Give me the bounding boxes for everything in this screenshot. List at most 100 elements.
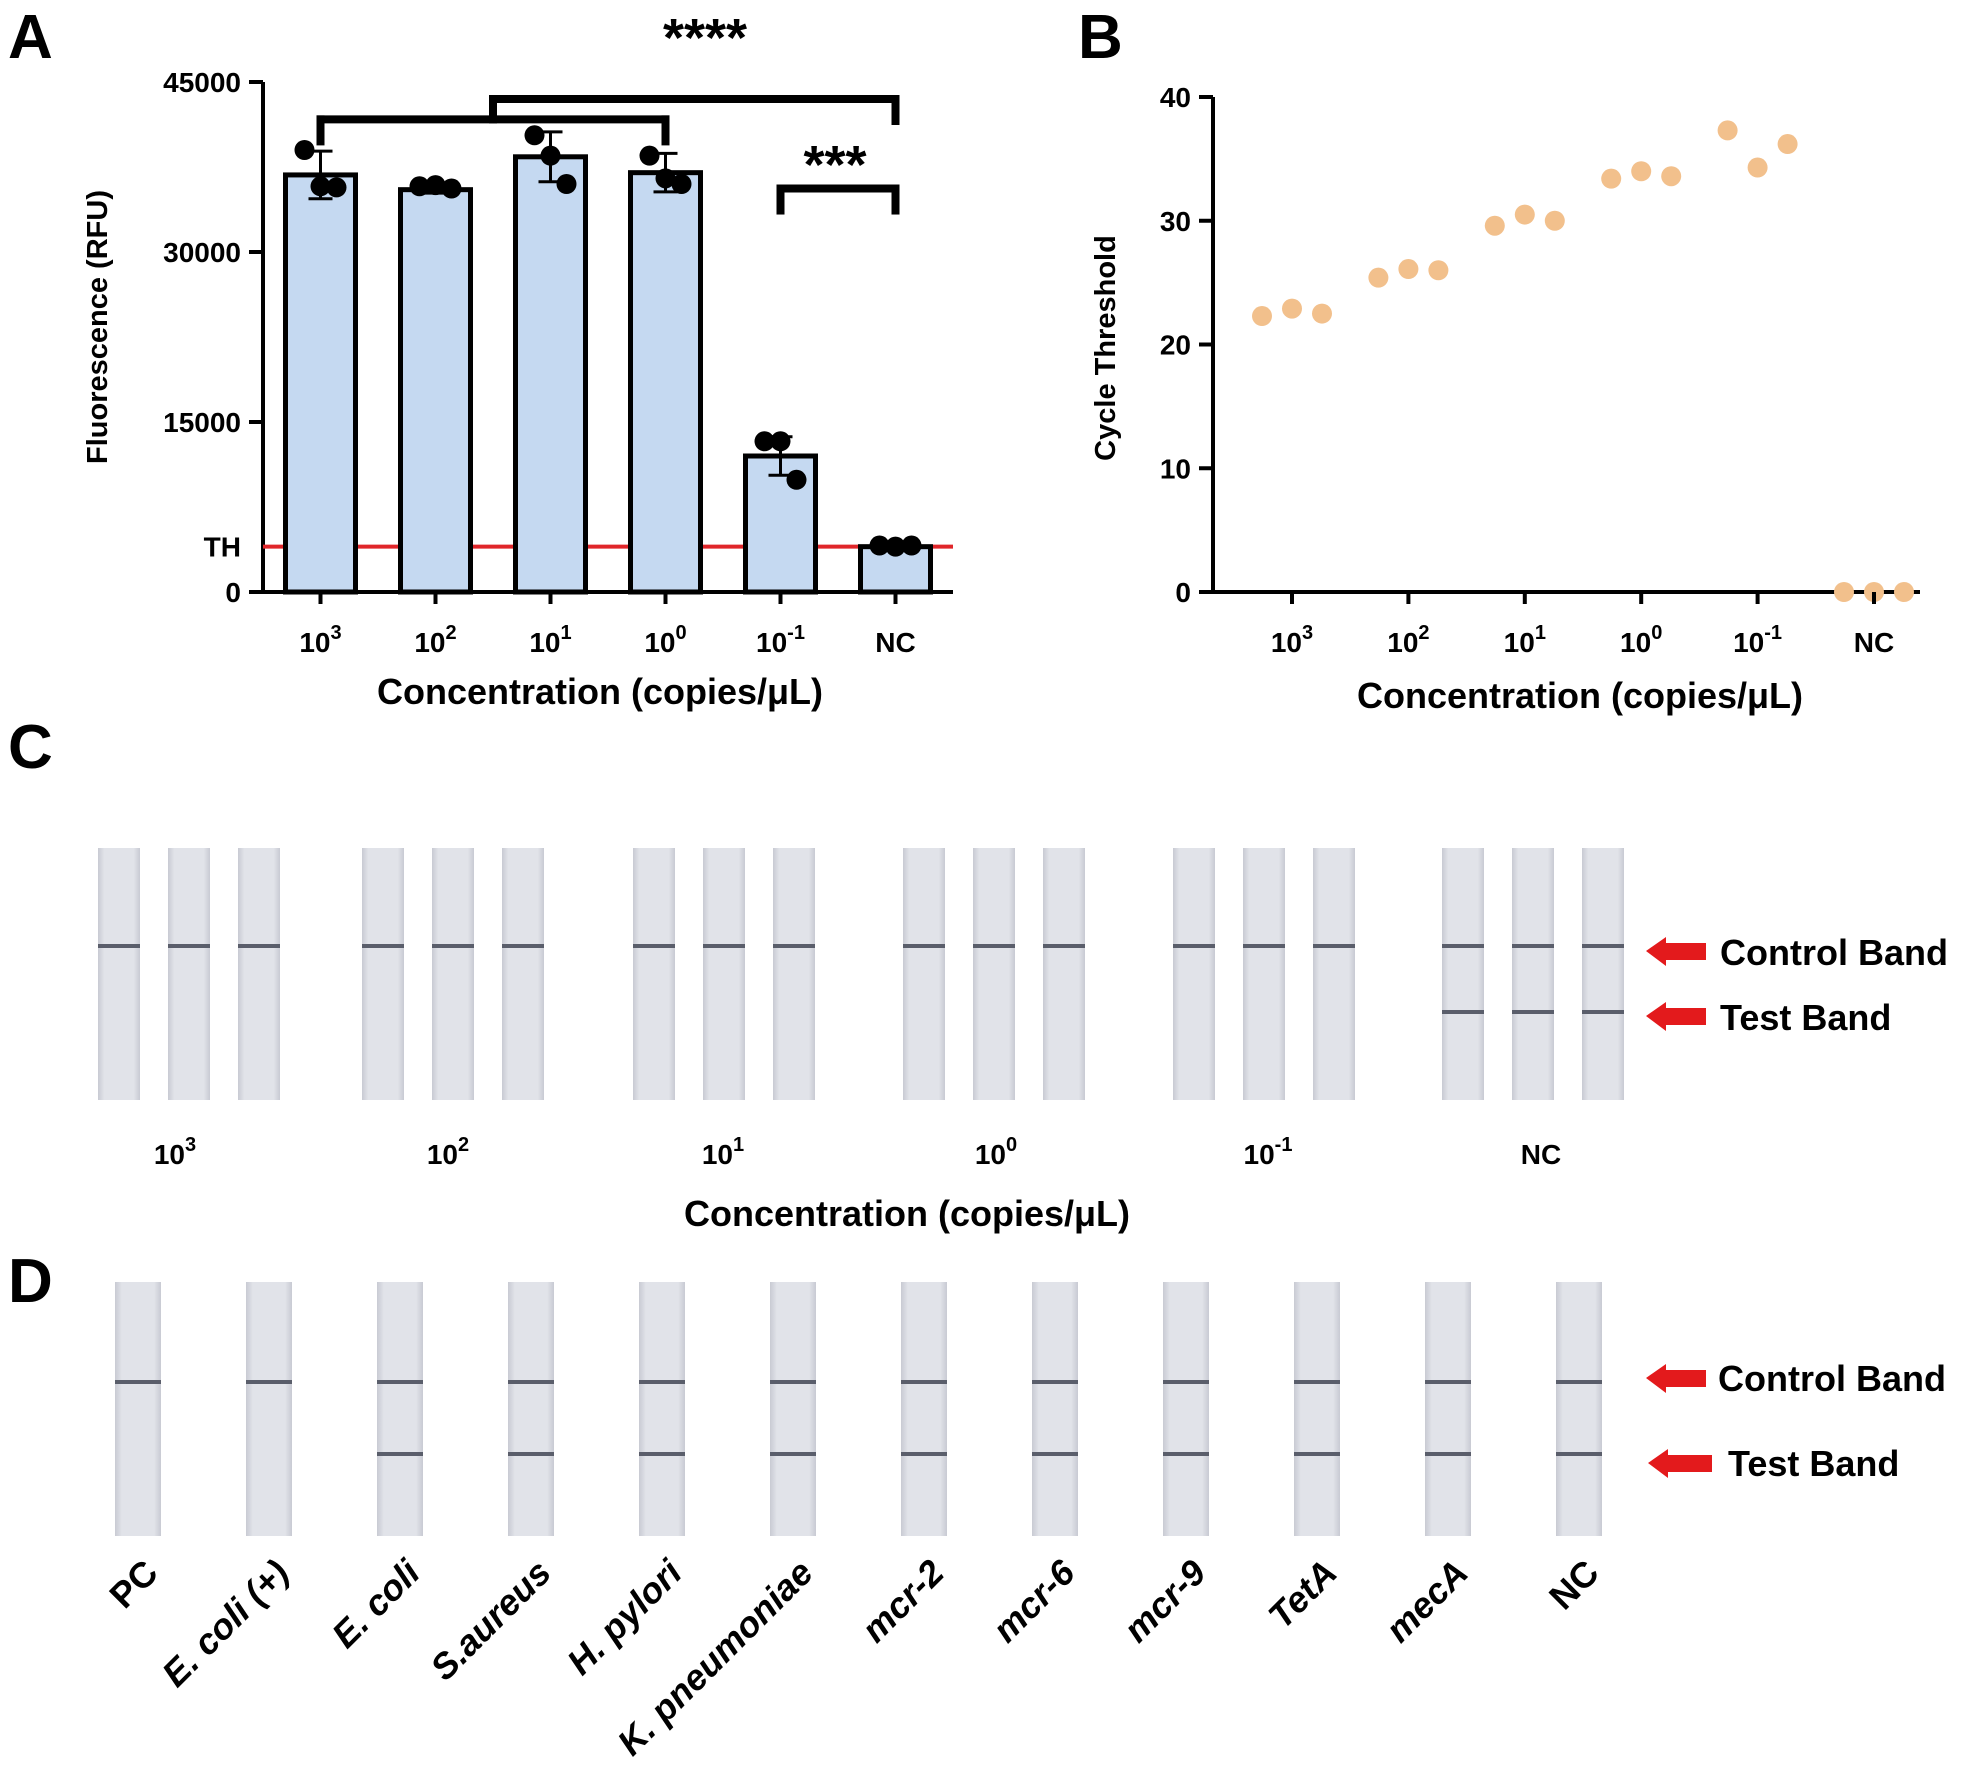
control-band xyxy=(1556,1380,1602,1384)
panel-c-group-label-base: 10 xyxy=(702,1139,733,1170)
control-band xyxy=(1442,944,1484,948)
test-band xyxy=(770,1452,816,1456)
panel-c-group-label-base: 10 xyxy=(975,1139,1006,1170)
bar xyxy=(283,172,358,595)
data-point xyxy=(326,177,347,198)
strip-label: H. pylori xyxy=(559,1551,691,1683)
test-strip xyxy=(1442,848,1484,1100)
test-strip xyxy=(115,1282,161,1536)
control-band-label-c: Control Band xyxy=(1720,932,1948,973)
data-point xyxy=(671,174,692,194)
data-point xyxy=(1514,204,1535,225)
panel-c-group-label-base: 10 xyxy=(427,1139,458,1170)
test-strip xyxy=(639,1282,685,1536)
test-strip xyxy=(502,848,544,1100)
data-point xyxy=(1717,120,1738,141)
panel-d-label: D xyxy=(8,1247,53,1316)
panel-c-group-label-exponent: -1 xyxy=(1275,1134,1293,1156)
panel-c-group-label: 100 xyxy=(975,1134,1017,1170)
control-band xyxy=(770,1380,816,1384)
bar xyxy=(513,154,588,595)
test-band xyxy=(1556,1452,1602,1456)
data-point xyxy=(1777,134,1798,155)
test-strip xyxy=(1582,848,1624,1100)
test-strip xyxy=(1294,1282,1340,1536)
chart-b-y-tick-label: 10 xyxy=(1160,453,1191,484)
chart-b-x-tick-label-base: 10 xyxy=(1504,627,1535,658)
test-strip xyxy=(377,1282,423,1536)
chart-b-x-tick-label-base: 10 xyxy=(1387,627,1418,658)
panel-c-group-label: 103 xyxy=(154,1134,196,1170)
panel-c-group-label-exponent: 3 xyxy=(185,1134,196,1156)
chart-a-x-tick-label-exponent: 1 xyxy=(561,622,572,644)
chart-a-y-tick-label: 0 xyxy=(225,577,241,608)
chart-b-x-tick-label-exponent: -1 xyxy=(1764,622,1782,644)
panel-c-strips: 103 102 101 100 10-1 NC Concentration (copies… xyxy=(98,848,1948,1234)
control-band xyxy=(238,944,280,948)
data-point xyxy=(1747,157,1768,178)
test-band xyxy=(1032,1452,1078,1456)
test-strip xyxy=(168,848,210,1100)
control-band xyxy=(703,944,745,948)
test-strip xyxy=(1043,848,1085,1100)
test-band-arrow-d xyxy=(1648,1449,1712,1478)
panel-c-group-label-exponent: 0 xyxy=(1006,1134,1017,1156)
test-band xyxy=(377,1452,423,1456)
test-strip xyxy=(1512,848,1554,1100)
chart-b-x-tick-label-base: 10 xyxy=(1620,627,1651,658)
test-band xyxy=(508,1452,554,1456)
control-band xyxy=(1294,1380,1340,1384)
significance-stars-1: **** xyxy=(663,8,747,68)
panel-c-group-label: NC xyxy=(1521,1139,1561,1170)
chart-b-y-tick-label: 20 xyxy=(1160,330,1191,361)
control-band xyxy=(1173,944,1215,948)
control-band xyxy=(377,1380,423,1384)
data-point xyxy=(1894,582,1914,602)
chart-a-x-tick-label: NC xyxy=(875,627,915,658)
control-band xyxy=(1243,944,1285,948)
chart-a-x-tick-label-exponent: 0 xyxy=(676,622,687,644)
data-point xyxy=(556,174,577,194)
control-band-arrow-c xyxy=(1646,937,1706,966)
chart-b-x-tick-label: 101 xyxy=(1504,622,1546,658)
data-point xyxy=(409,176,430,197)
test-strip xyxy=(1032,1282,1078,1536)
control-band xyxy=(901,1380,947,1384)
panel-a-label: A xyxy=(8,3,53,72)
chart-b-x-tick-label: 10-1 xyxy=(1733,622,1782,658)
chart-b-x-tick-label-exponent: 1 xyxy=(1535,622,1546,644)
data-point xyxy=(1398,259,1419,280)
chart-b-y-tick-label: 0 xyxy=(1175,577,1191,608)
test-strip xyxy=(773,848,815,1100)
strip-label: TetA xyxy=(1260,1552,1345,1637)
data-point xyxy=(786,469,807,490)
control-band xyxy=(903,944,945,948)
data-point xyxy=(425,175,446,196)
test-strip xyxy=(633,848,675,1100)
control-band xyxy=(1512,944,1554,948)
data-point xyxy=(1661,166,1682,187)
control-band xyxy=(639,1380,685,1384)
control-band xyxy=(773,944,815,948)
data-point xyxy=(294,140,315,160)
data-point xyxy=(1282,298,1302,319)
chart-a-y-tick-label: 30000 xyxy=(163,237,241,268)
data-point xyxy=(869,535,890,556)
test-strip xyxy=(432,848,474,1100)
test-strip xyxy=(98,848,140,1100)
strip-label: S.aureus xyxy=(422,1552,559,1689)
chart-a-x-label: Concentration (copies/μL) xyxy=(377,671,823,712)
chart-b-x-tick-label: 100 xyxy=(1620,622,1662,658)
chart-a-x-tick-label: 103 xyxy=(299,622,341,658)
strip-label: mcr-2 xyxy=(853,1552,951,1650)
control-band xyxy=(973,944,1015,948)
chart-b-x-tick-label-base: 10 xyxy=(1271,627,1302,658)
chart-a-x-tick-label-base: 10 xyxy=(529,627,560,658)
data-point xyxy=(901,535,922,556)
panel-c-x-label: Concentration (copies/μL) xyxy=(684,1193,1130,1234)
chart-a-x-tick-label: 100 xyxy=(644,622,686,658)
test-band xyxy=(1442,1010,1484,1014)
chart-a-x-tick-label: 102 xyxy=(414,622,456,658)
chart-b-x-tick-label: 102 xyxy=(1387,622,1429,658)
